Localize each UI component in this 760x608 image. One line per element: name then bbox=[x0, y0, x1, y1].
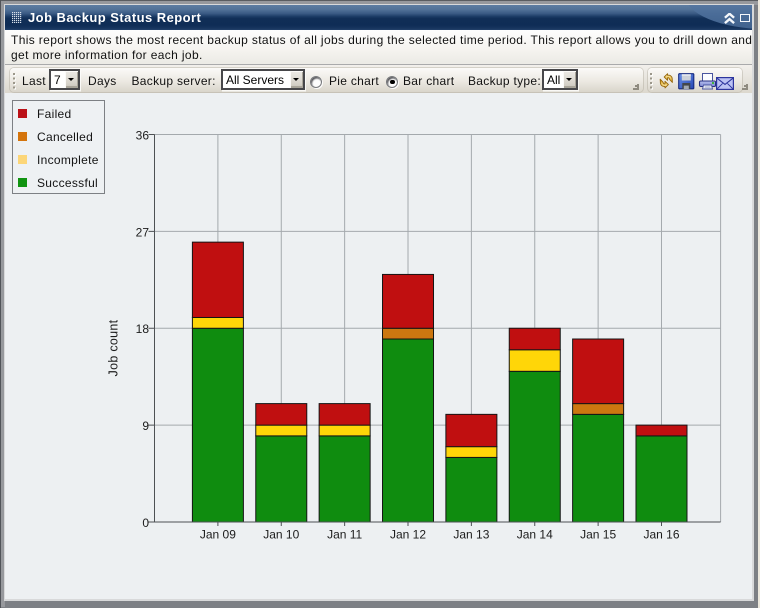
svg-text:Jan 11: Jan 11 bbox=[327, 528, 362, 542]
svg-text:Jan 09: Jan 09 bbox=[200, 528, 236, 542]
svg-text:0: 0 bbox=[142, 516, 149, 530]
svg-text:Jan 14: Jan 14 bbox=[517, 528, 553, 542]
svg-text:Jan 12: Jan 12 bbox=[390, 528, 426, 542]
svg-text:Jan 13: Jan 13 bbox=[453, 528, 489, 542]
svg-text:27: 27 bbox=[136, 225, 150, 239]
svg-text:36: 36 bbox=[136, 128, 150, 142]
svg-text:Jan 10: Jan 10 bbox=[263, 528, 299, 542]
svg-text:Jan 15: Jan 15 bbox=[580, 528, 616, 542]
svg-text:9: 9 bbox=[142, 419, 149, 433]
svg-text:Jan 16: Jan 16 bbox=[643, 528, 679, 542]
svg-text:Job count: Job count bbox=[107, 319, 121, 376]
svg-text:18: 18 bbox=[136, 322, 150, 336]
